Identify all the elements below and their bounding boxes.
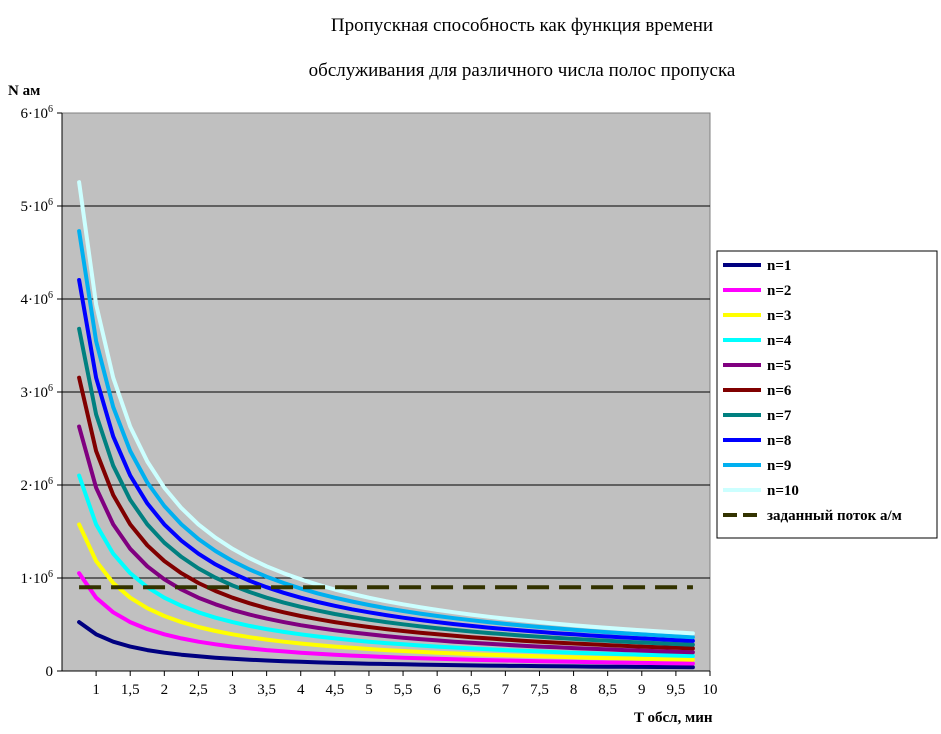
x-tick-label: 7 — [502, 682, 510, 698]
legend-label-n=7: n=7 — [767, 408, 792, 424]
series-line-n=10 — [77, 180, 695, 636]
x-tick-label: 10 — [703, 682, 718, 698]
chart-title-line-2: обслуживания для различного числа полос … — [309, 60, 736, 81]
y-tick-label: 5·106 — [21, 197, 54, 215]
x-tick-label: 9,5 — [667, 682, 686, 698]
chart-title-line-1: Пропускная способность как функция време… — [331, 15, 713, 36]
legend-label-n=4: n=4 — [767, 333, 792, 349]
x-tick-label: 4 — [297, 682, 305, 698]
x-tick-label: 6 — [433, 682, 441, 698]
series-line-n=8 — [77, 278, 695, 643]
legend-box — [716, 250, 938, 539]
series-line-n=6 — [77, 375, 695, 651]
series-line-n=4 — [77, 473, 695, 658]
x-tick-label: 2,5 — [189, 682, 208, 698]
legend-label-n=2: n=2 — [767, 283, 791, 299]
y-axis-title: N ам — [8, 83, 40, 99]
y-tick-label: 3·106 — [21, 383, 54, 401]
series-line-n=1 — [77, 620, 695, 670]
legend: n=1 n=2 n=3 n=4 n=5 n=6 n=7 n=8 n=9 n=10 заданный … — [716, 250, 938, 539]
x-tick-label: 1,5 — [121, 682, 140, 698]
y-tick-label: 1·106 — [21, 569, 54, 587]
series-line-n=5 — [77, 424, 695, 655]
y-tick-label: 0 — [46, 664, 54, 680]
y-tick-label: 2·106 — [21, 476, 54, 494]
plot-area: 0 1·106 2·106 3·106 4·106 5·106 6·106 1 1,5 2 2,5 3… — [21, 104, 718, 698]
x-tick-label: 8,5 — [598, 682, 617, 698]
x-tick-label: 5,5 — [394, 682, 413, 698]
x-tick-label: 1 — [92, 682, 100, 698]
legend-label-заданный поток а/м: заданный поток а/м — [767, 508, 902, 524]
legend-label-n=8: n=8 — [767, 433, 791, 449]
x-tick-label: 6,5 — [462, 682, 481, 698]
x-tick-label: 8 — [570, 682, 578, 698]
legend-label-n=1: n=1 — [767, 258, 791, 274]
x-tick-label: 2 — [161, 682, 169, 698]
series-line-n=9 — [77, 229, 695, 640]
x-axis-title: T обсл, мин — [634, 710, 713, 726]
legend-label-n=6: n=6 — [767, 383, 792, 399]
legend-label-n=3: n=3 — [767, 308, 791, 324]
x-tick-label: 4,5 — [325, 682, 344, 698]
y-tick-label: 4·106 — [21, 290, 54, 308]
series-line-n=2 — [77, 571, 695, 666]
legend-label-n=5: n=5 — [767, 358, 791, 374]
x-tick-label: 7,5 — [530, 682, 549, 698]
series-line-n=7 — [77, 326, 695, 647]
x-tick-label: 3,5 — [257, 682, 276, 698]
x-tick-label: 5 — [365, 682, 373, 698]
legend-label-n=10: n=10 — [767, 483, 799, 499]
y-tick-label: 6·106 — [21, 104, 54, 122]
x-tick-label: 3 — [229, 682, 237, 698]
legend-label-n=9: n=9 — [767, 458, 791, 474]
series-line-n=3 — [77, 522, 695, 662]
x-tick-label: 9 — [638, 682, 646, 698]
